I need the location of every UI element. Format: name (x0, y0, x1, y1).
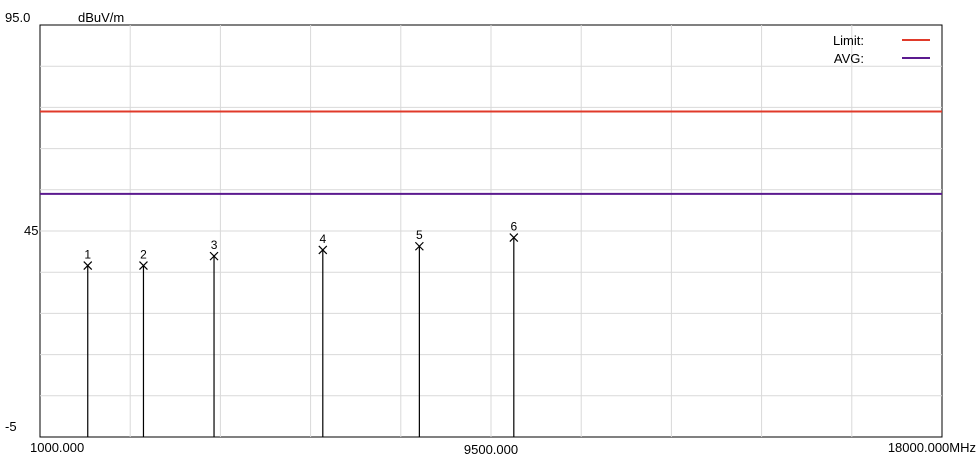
marker-label-4: 4 (319, 232, 326, 246)
marker-cross-4 (318, 245, 328, 255)
marker-label-2: 2 (140, 248, 147, 262)
marker-layer: 1 2 3 4 5 6 (83, 220, 519, 437)
marker-label-1: 1 (84, 248, 91, 262)
grid-lines (40, 25, 942, 437)
y-tick-label: 45 (24, 223, 38, 238)
series-layer (40, 110, 942, 195)
legend-label-avg: AVG: (834, 51, 864, 66)
marker-cross-1 (83, 261, 93, 271)
marker-label-3: 3 (211, 238, 218, 252)
x-tick-label: 18000.000MHz (888, 440, 976, 455)
legend-label-limit: Limit: (833, 33, 864, 48)
marker-label-6: 6 (510, 220, 517, 234)
y-tick-label: -5 (5, 419, 17, 434)
x-tick-label: 1000.000 (30, 440, 84, 455)
marker-cross-3 (209, 251, 219, 261)
x-tick-label: 9500.000 (464, 442, 518, 455)
marker-cross-6 (509, 233, 519, 243)
marker-cross-2 (139, 261, 148, 271)
y-tick-label: 95.0 (5, 10, 30, 25)
marker-cross-5 (414, 241, 424, 251)
marker-label-5: 5 (416, 228, 423, 242)
legend: Limit: AVG: (833, 33, 930, 66)
y-unit-label: dBuV/m (78, 10, 124, 25)
